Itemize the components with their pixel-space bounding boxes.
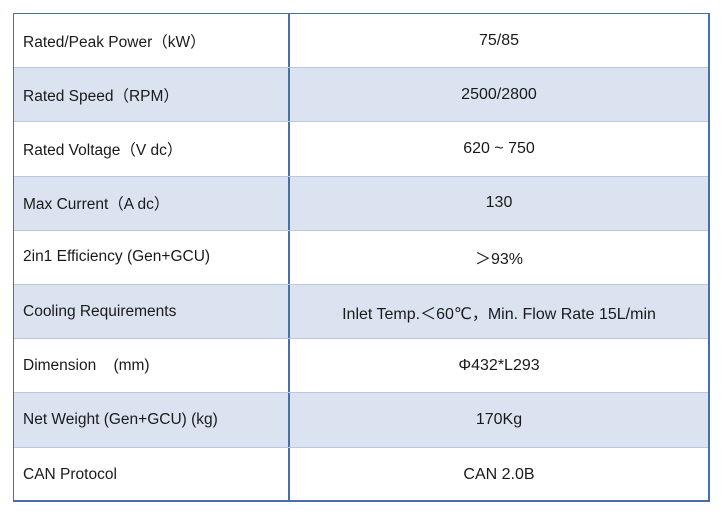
row-label: Cooling Requirements [14, 284, 290, 339]
table-row-rated-peak-power: Rated/Peak Power（kW） 75/85 [14, 14, 708, 69]
row-label: CAN Protocol [14, 447, 290, 502]
table-row-efficiency: 2in1 Efficiency (Gen+GCU) ＞93% [14, 230, 708, 285]
row-label: 2in1 Efficiency (Gen+GCU) [14, 230, 290, 284]
row-value: 75/85 [478, 31, 520, 49]
table-row-dimension: Dimension (mm) Φ432*L293 [14, 339, 708, 394]
row-value: Inlet Temp.＜60℃，Min. Flow Rate 15L/min [342, 305, 656, 323]
table-row-rated-voltage: Rated Voltage（V dc） 620 ~ 750 [14, 122, 708, 177]
row-value: 2500/2800 [461, 85, 537, 103]
row-value: ＞93% [474, 251, 524, 269]
row-label: Rated Speed（RPM） [14, 68, 290, 122]
row-value: CAN 2.0B [463, 465, 535, 483]
table-row-net-weight: Net Weight (Gen+GCU) (kg) 170Kg [14, 393, 708, 448]
table-row-rated-speed: Rated Speed（RPM） 2500/2800 [14, 68, 708, 123]
row-value: 170Kg [475, 410, 523, 428]
row-value: 620 ~ 750 [463, 139, 535, 157]
table-row-can-protocol: CAN Protocol CAN 2.0B [14, 447, 708, 502]
table-row-max-current: Max Current（A dc） 130 [14, 176, 708, 231]
row-value: Φ432*L293 [458, 356, 540, 374]
row-label: Max Current（A dc） [14, 176, 290, 230]
table-row-cooling-requirements: Cooling Requirements Inlet Temp.＜60℃，Min… [14, 284, 708, 340]
spec-table: Rated/Peak Power（kW） 75/85 Rated Speed（R… [13, 13, 710, 502]
row-label: Rated/Peak Power（kW） [14, 14, 290, 68]
row-label: Net Weight (Gen+GCU) (kg) [14, 393, 290, 447]
row-value: 130 [485, 194, 513, 212]
row-label: Dimension (mm) [14, 339, 290, 393]
row-label: Rated Voltage（V dc） [14, 122, 290, 176]
